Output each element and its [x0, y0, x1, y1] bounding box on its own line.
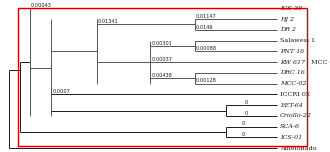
Text: MCC 01: MCC 01 — [311, 60, 330, 65]
Text: DRC 16: DRC 16 — [280, 70, 305, 75]
Text: 0.01341: 0.01341 — [98, 19, 119, 24]
Text: 0.00128: 0.00128 — [196, 78, 216, 83]
Text: Criollo-22: Criollo-22 — [280, 113, 312, 118]
Text: 0: 0 — [242, 121, 245, 126]
Text: 0.00037: 0.00037 — [151, 57, 172, 62]
Text: Amelonado: Amelonado — [280, 146, 316, 151]
Text: 0: 0 — [245, 111, 248, 116]
Text: ICS-01: ICS-01 — [280, 135, 302, 140]
Text: 0: 0 — [242, 132, 245, 137]
Text: ICCRI 02: ICCRI 02 — [280, 92, 310, 97]
Text: KW 617: KW 617 — [280, 60, 305, 65]
Text: SCA-6: SCA-6 — [280, 124, 300, 129]
Text: PNT 16: PNT 16 — [280, 49, 304, 54]
Text: DR 2: DR 2 — [280, 27, 296, 32]
Text: 0.00088: 0.00088 — [196, 46, 217, 51]
Text: HJ 2: HJ 2 — [280, 17, 294, 22]
Text: 0.0007: 0.0007 — [52, 89, 70, 94]
Text: MCC-02: MCC-02 — [280, 81, 306, 86]
Text: ICS-39: ICS-39 — [280, 6, 302, 11]
Text: 0.01147: 0.01147 — [196, 14, 216, 19]
Text: 0.00043: 0.00043 — [31, 3, 51, 8]
Text: EET-64: EET-64 — [280, 103, 303, 108]
Text: 0.00301: 0.00301 — [151, 41, 172, 46]
Text: 0.0146: 0.0146 — [196, 25, 213, 30]
Text: Salawesi 1: Salawesi 1 — [280, 38, 315, 43]
Text: 0.00438: 0.00438 — [151, 73, 172, 78]
Bar — [18, 8, 307, 146]
Text: 0: 0 — [245, 100, 248, 105]
